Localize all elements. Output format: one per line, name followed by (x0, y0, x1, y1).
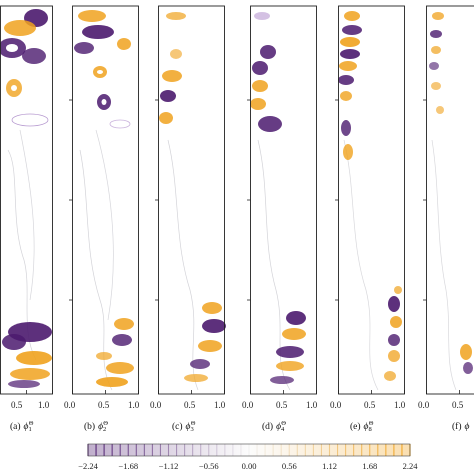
panel-e-field (338, 11, 402, 391)
panel-e: 0.0 0.5 1.0 (e) ϕ8Θ (330, 5, 406, 433)
colorbar-tick-label: 1.12 (322, 461, 337, 471)
panel-e-xtick-0.0: 0.0 (330, 400, 342, 410)
colorbar-frame (87, 443, 411, 457)
colorbar-tick-label: −2.24 (78, 461, 98, 471)
panel-f-field (429, 12, 473, 391)
panel-d: 0.0 0.5 1.0 (d) ϕ4Θ (242, 5, 318, 433)
panel-f-xtick-0.0: 0.0 (418, 400, 430, 410)
colorbar-tick-label: 1.68 (362, 461, 377, 471)
colorbar-tick-label: 0.00 (242, 461, 257, 471)
panel-c: 0.0 0.5 1.0 (c) ϕ3Θ (150, 5, 226, 433)
colorbar-tick-label: 2.24 (403, 461, 419, 471)
panel-e-caption: (e) ϕ8Θ (350, 420, 374, 433)
panel-f-caption: (f) ϕ (452, 421, 470, 432)
panel-a: 0.5 1.0 (a) ϕ1Θ (0, 5, 53, 433)
panel-b-xtick-1.0: 1.0 (128, 400, 140, 410)
panel-b-xtick-0.0: 0.0 (64, 400, 76, 410)
panel-d-xtick-0.0: 0.0 (242, 400, 254, 410)
panel-e-xtick-0.5: 0.5 (364, 400, 376, 410)
colorbar-tick-labels: −2.24 −1.68 −1.12 −0.56 0.00 0.56 1.12 1.68 2.24 (78, 461, 418, 471)
colorbar: −2.24 −1.68 −1.12 −0.56 0.00 0.56 1.12 1.68 2.24 (78, 443, 418, 471)
panel-f-ticks (423, 99, 460, 394)
panel-b: 0.0 0.5 1.0 (b) ϕ2Θ (64, 5, 140, 433)
colorbar-tick-label: −0.56 (199, 461, 219, 471)
panel-a-caption: (a) ϕ1Θ (10, 420, 34, 433)
panel-b-xtick-0.5: 0.5 (98, 400, 110, 410)
panel-d-xtick-1.0: 1.0 (306, 400, 318, 410)
colorbar-tick-label: 0.56 (282, 461, 297, 471)
panel-b-ticks (69, 99, 139, 394)
panel-c-xtick-0.5: 0.5 (184, 400, 196, 410)
panel-b-caption: (b) ϕ2Θ (84, 420, 108, 433)
panel-c-ticks (155, 99, 225, 394)
panel-d-field (250, 12, 306, 391)
panel-d-caption: (d) ϕ4Θ (262, 420, 286, 433)
panel-d-ticks (247, 99, 317, 394)
colorbar-tick-label: −1.12 (159, 461, 179, 471)
panel-e-xtick-1.0: 1.0 (394, 400, 406, 410)
panel-d-xtick-0.5: 0.5 (276, 400, 288, 410)
panel-c-field (159, 12, 226, 391)
panel-f: 0.0 0.5 (f) ϕ (418, 5, 474, 432)
panel-a-xtick-1.0: 1.0 (38, 400, 50, 410)
panel-c-xtick-0.0: 0.0 (150, 400, 162, 410)
panel-a-xtick-0.5: 0.5 (11, 400, 23, 410)
panel-e-ticks (335, 99, 405, 394)
panel-b-field (74, 10, 134, 391)
panel-a-field (0, 9, 52, 388)
colorbar-lines (87, 444, 411, 456)
colorbar-tick-label: −1.68 (118, 461, 138, 471)
panel-f-xtick-0.5: 0.5 (452, 400, 464, 410)
panel-c-xtick-1.0: 1.0 (214, 400, 226, 410)
panel-a-ticks (26, 390, 53, 394)
panel-c-caption: (c) ϕ3Θ (172, 420, 196, 433)
